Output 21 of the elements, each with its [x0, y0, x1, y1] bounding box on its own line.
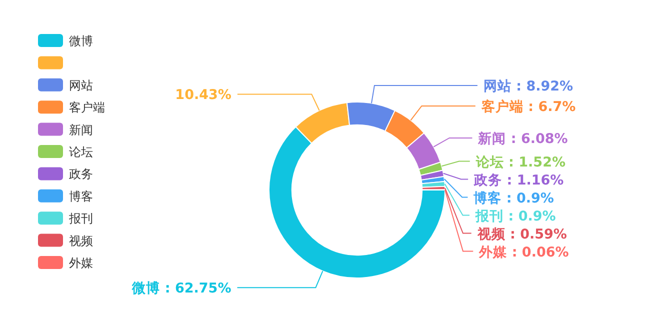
legend-label: 视频: [69, 234, 93, 248]
legend-label: 网站: [69, 78, 93, 92]
legend-label: 新闻: [69, 122, 93, 137]
category-label: 政务 : 1.16%: [474, 172, 564, 188]
category-label: 视频 : 0.59%: [477, 226, 567, 242]
category-label: 报刊 : 0.9%: [476, 208, 556, 224]
legend-label: 报刊: [68, 212, 93, 226]
legend-label: 政务: [69, 167, 93, 182]
data-label: 10.43%: [175, 87, 232, 104]
category-label: 博客 : 0.9%: [474, 190, 554, 206]
category-label: 外媒 : 0.06%: [479, 244, 569, 260]
category-label: 客户端 : 6.7%: [481, 99, 576, 116]
category-label: 论坛 : 1.52%: [476, 154, 566, 170]
legend-label: 论坛: [69, 145, 93, 159]
legend-label: 客户端: [69, 100, 105, 115]
legend-label: 微博: [69, 34, 93, 48]
category-label: 网站 : 8.92%: [483, 78, 574, 94]
legend-label: 博客: [69, 189, 93, 204]
legend-label: 外媒: [69, 256, 93, 270]
category-label: 新闻 : 6.08%: [478, 130, 568, 147]
category-label: 微博 : 62.75%: [132, 280, 232, 297]
